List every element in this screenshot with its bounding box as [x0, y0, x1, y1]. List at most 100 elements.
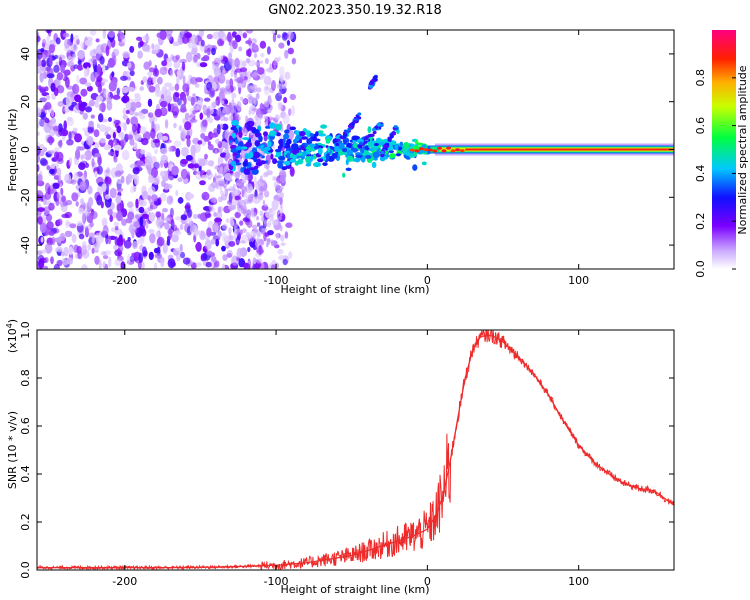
noise-blob — [87, 185, 93, 195]
noise-blob — [265, 115, 269, 124]
noise-blob — [142, 35, 150, 42]
noise-blob — [159, 192, 167, 202]
signal-blob — [427, 148, 433, 152]
noise-blob — [204, 210, 211, 219]
noise-blob — [115, 195, 122, 204]
noise-blob — [217, 196, 223, 203]
noise-blob — [125, 101, 131, 110]
noise-blob — [64, 38, 70, 49]
noise-blob — [37, 131, 40, 137]
noise-blob — [121, 218, 127, 226]
noise-blob — [261, 262, 265, 269]
noise-blob — [136, 238, 145, 245]
signal-blob — [322, 162, 328, 167]
noise-blob — [136, 160, 144, 166]
noise-blob — [77, 207, 84, 214]
noise-blob — [221, 123, 229, 131]
noise-blob — [221, 111, 226, 118]
y-tick-label: 0.4 — [19, 465, 32, 483]
noise-blob — [44, 101, 52, 110]
noise-blob — [189, 118, 198, 123]
noise-blob — [134, 134, 142, 142]
noise-blob — [214, 217, 223, 223]
noise-blob — [206, 227, 212, 237]
noise-blob — [219, 88, 225, 94]
signal-blob — [389, 140, 397, 146]
x-tick-label: 100 — [568, 575, 589, 588]
noise-blob — [91, 55, 98, 65]
noise-blob — [187, 40, 194, 49]
signal-blob — [331, 152, 338, 159]
noise-blob — [82, 127, 89, 132]
y-tick-label: -20 — [19, 188, 32, 206]
noise-blob — [139, 86, 144, 91]
noise-blob — [208, 204, 214, 212]
signal-blob — [446, 146, 452, 150]
noise-blob — [234, 57, 240, 68]
noise-blob — [226, 88, 231, 93]
signal-blob — [231, 120, 239, 126]
signal-blob — [317, 158, 324, 163]
noise-blob — [269, 208, 273, 213]
noise-blob — [113, 244, 119, 250]
noise-blob — [45, 94, 51, 100]
noise-blob — [147, 98, 153, 107]
noise-blob — [289, 166, 295, 177]
noise-blob — [104, 263, 109, 269]
noise-blob — [71, 101, 77, 106]
signal-blob — [270, 153, 274, 160]
noise-blob — [106, 96, 112, 104]
noise-blob — [37, 153, 41, 164]
noise-blob — [50, 163, 56, 170]
noise-blob — [228, 240, 236, 247]
y-tick-label: 20 — [19, 95, 32, 109]
noise-blob — [166, 57, 173, 62]
noise-blob — [117, 33, 121, 38]
noise-blob — [279, 66, 285, 77]
noise-blob — [80, 198, 84, 205]
signal-blob — [307, 133, 311, 138]
noise-blob — [94, 153, 101, 158]
noise-blob — [56, 72, 64, 81]
noise-blob — [81, 264, 88, 269]
noise-blob — [152, 139, 160, 144]
noise-blob — [173, 60, 181, 69]
noise-blob — [237, 208, 241, 214]
noise-blob — [264, 222, 268, 227]
noise-blob — [120, 175, 125, 184]
noise-blob — [284, 231, 289, 239]
signal-blob — [279, 143, 283, 149]
noise-blob — [142, 246, 147, 257]
noise-blob — [130, 186, 135, 194]
noise-blob — [147, 167, 152, 175]
noise-blob — [173, 250, 179, 256]
signal-blob — [275, 132, 281, 137]
signal-blob — [369, 140, 378, 145]
noise-blob — [256, 238, 261, 244]
noise-blob — [104, 176, 112, 185]
noise-blob — [96, 63, 102, 75]
noise-blob — [280, 203, 283, 209]
noise-blob — [65, 95, 72, 107]
noise-blob — [256, 216, 259, 221]
noise-blob — [113, 221, 120, 228]
noise-blob — [239, 201, 245, 206]
noise-blob — [175, 190, 179, 196]
noise-blob — [266, 46, 271, 55]
noise-blob — [127, 254, 131, 265]
noise-blob — [146, 80, 152, 90]
noise-blob — [228, 52, 233, 60]
noise-blob — [247, 84, 250, 92]
spectrogram-y-ticks: -40 -20 0 20 40 — [19, 47, 674, 254]
noise-blob — [64, 104, 69, 113]
noise-blob — [44, 117, 50, 124]
noise-blob — [272, 176, 277, 181]
noise-blob — [182, 257, 191, 265]
noise-blob — [284, 71, 291, 80]
noise-blob — [167, 34, 173, 41]
noise-blob — [180, 158, 189, 165]
noise-blob — [40, 48, 45, 53]
noise-blob — [256, 87, 262, 93]
chart-title: GN02.2023.350.19.32.R18 — [268, 3, 442, 18]
